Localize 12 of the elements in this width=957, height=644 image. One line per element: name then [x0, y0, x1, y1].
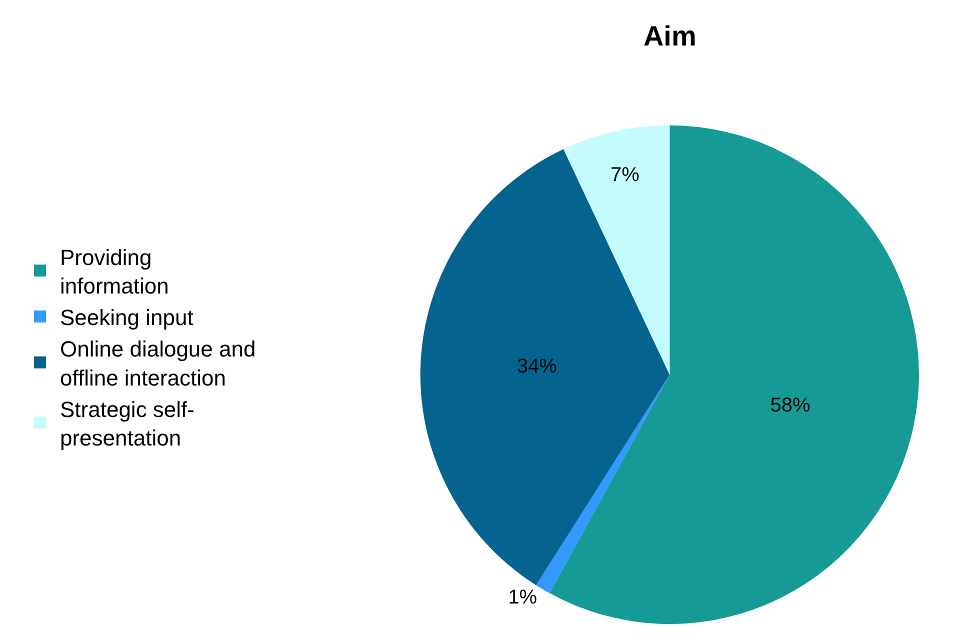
legend-label: Providing information	[60, 244, 169, 298]
data-label: 34%	[516, 355, 558, 378]
pie-slice	[420, 149, 670, 586]
chart-title: Aim	[643, 20, 696, 52]
data-label: 58%	[770, 394, 811, 417]
data-label: 1%	[508, 586, 538, 608]
pie-slice	[536, 374, 670, 594]
pie-slice	[564, 125, 670, 375]
legend-label: Seeking input	[60, 305, 194, 330]
data-label: 7%	[610, 164, 640, 186]
legend-label: Strategic self-presentation	[60, 396, 194, 450]
legend-label: Online dialogue and offline interaction	[60, 336, 256, 390]
